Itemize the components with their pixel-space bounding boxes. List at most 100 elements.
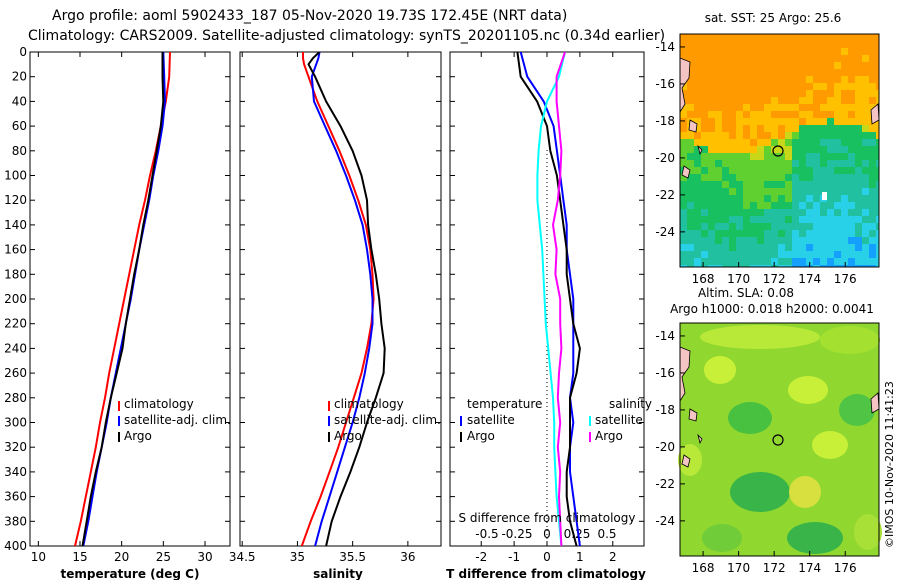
sst-cell bbox=[736, 41, 743, 48]
sst-cell bbox=[813, 216, 820, 223]
temperature-lines bbox=[74, 52, 171, 546]
salinity-panel: 34.5 35 35.5 36 salinity climatology satell… bbox=[229, 51, 442, 580]
sst-cell bbox=[680, 34, 687, 41]
sst-cell bbox=[694, 195, 701, 202]
sst-cell bbox=[757, 188, 764, 195]
sst-cell bbox=[834, 167, 841, 174]
sst-cell bbox=[764, 48, 771, 55]
sst-cell bbox=[750, 146, 757, 153]
sst-cell bbox=[799, 62, 806, 69]
sst-cell bbox=[722, 111, 729, 118]
islets-sst bbox=[681, 119, 703, 179]
sst-cell bbox=[813, 202, 820, 209]
sst-cell bbox=[799, 125, 806, 132]
sst-cell bbox=[722, 202, 729, 209]
sst-cell bbox=[841, 139, 848, 146]
sst-cell bbox=[820, 48, 827, 55]
sst-cell bbox=[792, 125, 799, 132]
sla-map-frame bbox=[679, 322, 880, 557]
sst-cell bbox=[806, 69, 813, 76]
sst-cell bbox=[841, 146, 848, 153]
depth-tick-label: 200 bbox=[4, 292, 27, 306]
sst-cell bbox=[715, 230, 722, 237]
sst-cell bbox=[834, 153, 841, 160]
sst-cell bbox=[841, 90, 848, 97]
sst-cell bbox=[806, 97, 813, 104]
sst-cell bbox=[827, 69, 834, 76]
sst-cell bbox=[743, 160, 750, 167]
sst-cell bbox=[778, 153, 785, 160]
sst-cell bbox=[680, 132, 687, 139]
sst-cell bbox=[785, 188, 792, 195]
series-line-argo bbox=[81, 52, 165, 546]
sst-cell bbox=[771, 209, 778, 216]
lat-tick-label: -20 bbox=[655, 440, 675, 454]
sst-cell bbox=[743, 216, 750, 223]
sst-cell bbox=[834, 195, 841, 202]
sst-cell bbox=[834, 97, 841, 104]
sst-cell bbox=[848, 160, 855, 167]
lon-tick-label: 168 bbox=[692, 561, 715, 575]
sst-cell bbox=[708, 104, 715, 111]
sst-cell bbox=[715, 104, 722, 111]
sst-cell bbox=[820, 153, 827, 160]
sst-cell bbox=[848, 181, 855, 188]
sst-cell bbox=[799, 90, 806, 97]
legend-t-argo-label: Argo bbox=[467, 429, 495, 443]
sst-cell bbox=[827, 230, 834, 237]
sst-cell bbox=[799, 167, 806, 174]
sst-cell bbox=[876, 69, 879, 76]
sst-cell bbox=[708, 55, 715, 62]
sst-cell bbox=[792, 62, 799, 69]
sst-cell bbox=[680, 160, 687, 167]
sst-cell bbox=[855, 223, 862, 230]
sst-cell bbox=[757, 202, 764, 209]
sst-cell bbox=[834, 104, 841, 111]
sst-cell bbox=[694, 174, 701, 181]
sst-cell bbox=[820, 34, 827, 41]
sst-cell bbox=[820, 174, 827, 181]
lat-tick-label: -16 bbox=[655, 366, 675, 380]
sst-cell bbox=[785, 62, 792, 69]
sst-cell bbox=[708, 167, 715, 174]
sst-cell bbox=[799, 251, 806, 258]
sst-cell bbox=[743, 104, 750, 111]
sst-cell bbox=[708, 139, 715, 146]
sst-cell bbox=[827, 34, 834, 41]
sst-cell bbox=[680, 111, 687, 118]
sst-cell bbox=[848, 111, 855, 118]
sst-cell bbox=[701, 181, 708, 188]
sst-cell bbox=[841, 258, 848, 265]
sst-cell bbox=[806, 181, 813, 188]
sst-cell bbox=[841, 167, 848, 174]
sst-cell bbox=[876, 62, 879, 69]
sst-cell bbox=[813, 209, 820, 216]
sst-cell bbox=[806, 118, 813, 125]
sst-cell bbox=[827, 118, 834, 125]
sst-cell bbox=[869, 34, 876, 41]
sst-cell bbox=[855, 132, 862, 139]
sst-cell bbox=[757, 118, 764, 125]
sst-cell bbox=[806, 160, 813, 167]
sst-cell bbox=[764, 223, 771, 230]
sst-cell bbox=[869, 181, 876, 188]
sst-cell bbox=[778, 104, 785, 111]
sst-cell bbox=[785, 160, 792, 167]
sst-cell bbox=[876, 146, 879, 153]
depth-tick-label: 260 bbox=[4, 366, 27, 380]
sst-cell bbox=[813, 41, 820, 48]
x-tick-label: 15 bbox=[72, 550, 87, 564]
sst-cell bbox=[834, 181, 841, 188]
sst-cell bbox=[869, 90, 876, 97]
series-line-climatology bbox=[300, 52, 375, 546]
sst-cell bbox=[743, 76, 750, 83]
sst-cell bbox=[715, 118, 722, 125]
sst-cell bbox=[750, 209, 757, 216]
sst-cell bbox=[736, 111, 743, 118]
sst-cell bbox=[841, 216, 848, 223]
sla-field bbox=[678, 323, 882, 556]
sst-cell bbox=[876, 55, 879, 62]
sst-cell bbox=[834, 111, 841, 118]
sst-cell bbox=[750, 55, 757, 62]
sst-cell bbox=[785, 69, 792, 76]
